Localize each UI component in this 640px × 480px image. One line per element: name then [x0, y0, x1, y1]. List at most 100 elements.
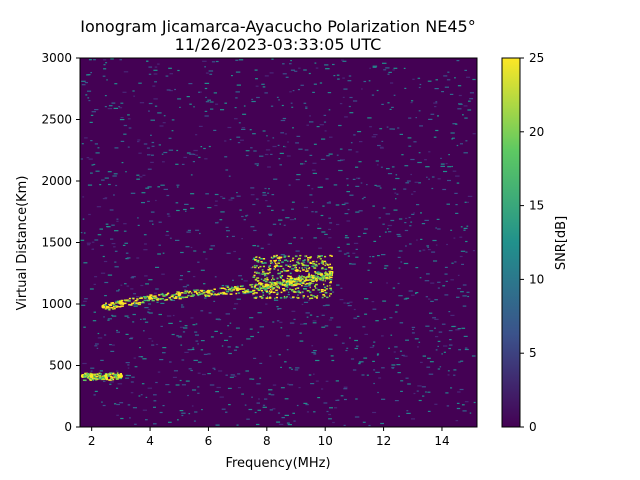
echo-speck: [189, 290, 192, 293]
noise-speck: [185, 210, 187, 212]
spread-speck: [285, 297, 287, 299]
noise-speck: [208, 145, 211, 148]
noise-speck: [305, 106, 308, 108]
noise-speck: [443, 345, 448, 347]
spread-speck: [279, 256, 282, 259]
noise-speck: [312, 266, 315, 268]
noise-speck: [403, 355, 408, 357]
echo-speck: [316, 275, 319, 277]
noise-speck: [260, 247, 264, 249]
echo-speck: [327, 275, 330, 277]
noise-speck: [169, 73, 173, 75]
noise-speck: [162, 347, 167, 349]
noise-speck: [144, 275, 148, 277]
noise-speck: [133, 293, 136, 295]
noise-speck: [397, 235, 402, 237]
spread-speck: [286, 280, 288, 283]
noise-speck: [315, 67, 319, 69]
noise-speck: [114, 403, 117, 405]
noise-speck: [292, 90, 295, 92]
noise-speck: [446, 79, 451, 81]
noise-speck: [193, 250, 197, 252]
noise-speck: [415, 292, 419, 294]
noise-speck: [167, 215, 171, 217]
noise-speck: [357, 177, 360, 180]
noise-speck: [463, 105, 468, 107]
spread-speck: [286, 277, 289, 280]
noise-speck: [209, 248, 213, 250]
noise-speck: [455, 420, 459, 422]
noise-speck: [91, 241, 95, 243]
noise-speck: [147, 387, 152, 389]
echo-speck: [90, 379, 92, 381]
echo-speck: [211, 293, 214, 295]
noise-speck: [233, 250, 236, 253]
spread-speck: [258, 256, 261, 259]
noise-speck: [245, 370, 249, 372]
noise-speck: [460, 360, 464, 362]
noise-speck: [404, 229, 409, 232]
echo-speck: [118, 306, 122, 308]
spread-speck: [305, 282, 309, 285]
spread-speck: [258, 267, 260, 269]
noise-speck: [237, 387, 241, 389]
noise-speck: [124, 242, 128, 244]
noise-speck: [364, 298, 369, 300]
noise-speck: [465, 251, 468, 253]
noise-speck: [431, 176, 435, 178]
spread-speck: [252, 276, 256, 278]
noise-speck: [463, 229, 466, 231]
noise-speck: [255, 271, 259, 273]
noise-speck: [86, 242, 91, 244]
colorbar-gradient: [501, 57, 521, 428]
noise-speck: [394, 311, 398, 313]
echo-speck: [107, 375, 111, 377]
noise-speck: [382, 300, 387, 302]
echo-speck: [84, 379, 87, 382]
noise-speck: [179, 335, 182, 337]
noise-speck: [405, 339, 409, 341]
noise-speck: [387, 102, 390, 104]
echo-speck: [167, 292, 170, 294]
noise-speck: [352, 178, 356, 180]
noise-speck: [132, 90, 135, 92]
noise-speck: [280, 366, 282, 368]
noise-speck: [277, 144, 280, 146]
spread-speck: [298, 297, 300, 299]
noise-speck: [141, 383, 145, 385]
noise-speck: [181, 412, 186, 414]
echo-speck: [120, 299, 124, 302]
spread-speck: [297, 276, 300, 279]
echo-speck: [111, 302, 114, 305]
spread-speck: [329, 263, 331, 266]
noise-speck: [241, 393, 244, 395]
echo-speck: [101, 375, 104, 377]
noise-speck: [148, 303, 151, 305]
spread-speck: [307, 261, 309, 263]
noise-speck: [231, 75, 233, 77]
noise-speck: [444, 273, 448, 275]
noise-speck: [203, 283, 206, 285]
noise-speck: [142, 174, 146, 176]
noise-speck: [427, 357, 431, 359]
echo-speck: [137, 303, 141, 306]
echo-speck: [247, 289, 250, 291]
noise-speck: [125, 333, 129, 335]
noise-speck: [254, 296, 259, 298]
noise-speck: [90, 370, 93, 372]
noise-speck: [459, 388, 464, 391]
noise-speck: [125, 374, 129, 376]
spread-speck: [309, 257, 312, 259]
noise-speck: [173, 370, 178, 372]
noise-speck: [256, 383, 261, 385]
noise-speck: [328, 319, 332, 321]
spread-speck: [253, 257, 256, 260]
spread-speck: [292, 278, 295, 280]
spread-speck: [260, 296, 264, 299]
noise-speck: [292, 412, 295, 414]
noise-speck: [155, 343, 159, 346]
spread-speck: [261, 287, 264, 289]
noise-speck: [133, 95, 135, 97]
echo-speck: [199, 293, 202, 296]
